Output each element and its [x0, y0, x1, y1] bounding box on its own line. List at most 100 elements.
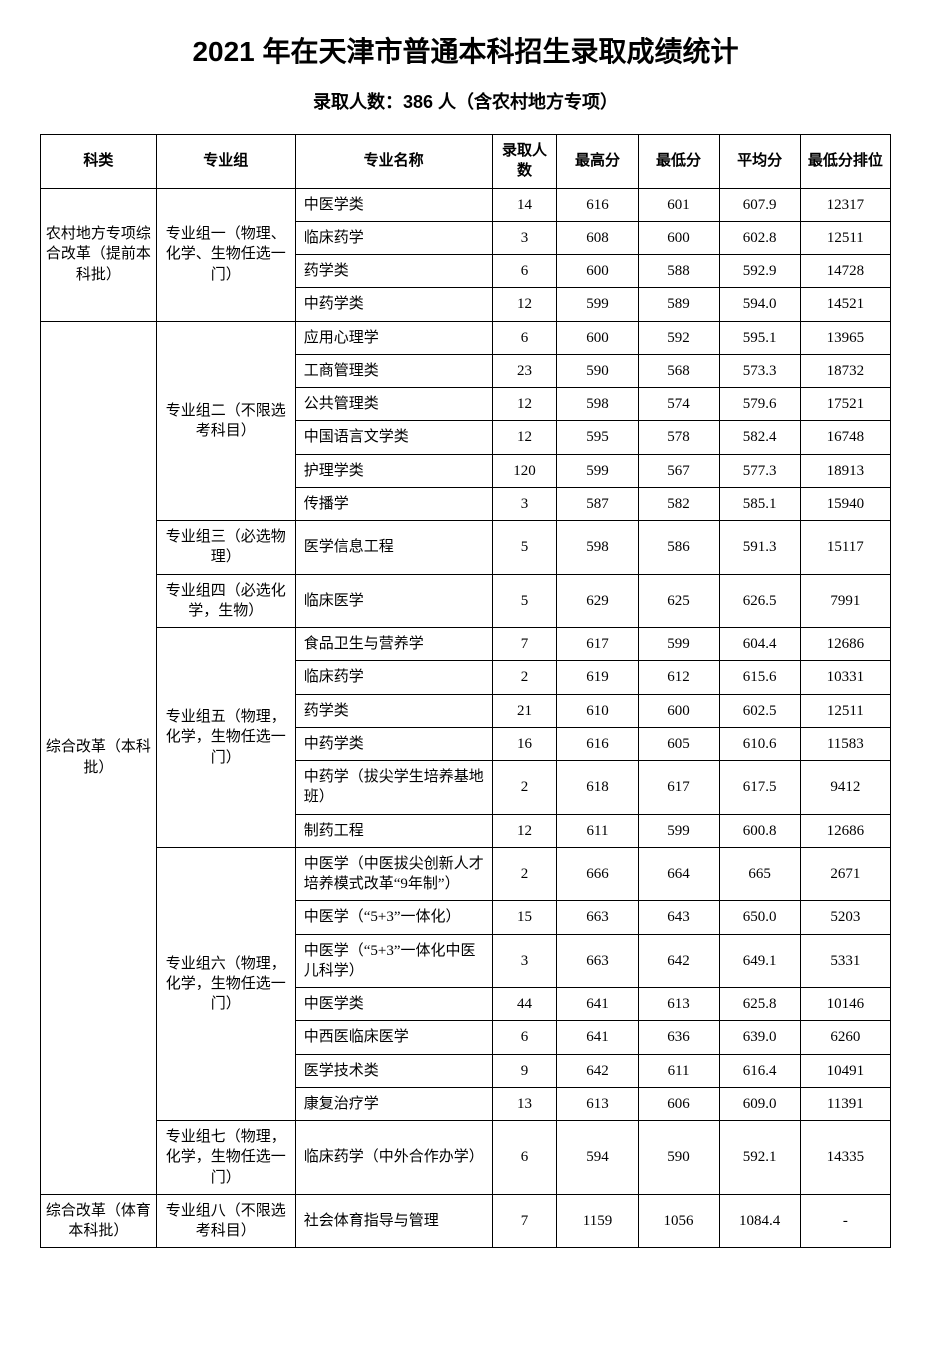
- cell-rank: 15940: [800, 487, 890, 520]
- cell-min: 625: [638, 574, 719, 628]
- cell-count: 2: [492, 761, 557, 815]
- cell-count: 2: [492, 661, 557, 694]
- cell-major: 中医学类: [295, 988, 492, 1021]
- cell-avg: 602.5: [719, 694, 800, 727]
- cell-max: 641: [557, 1021, 638, 1054]
- cell-avg: 579.6: [719, 388, 800, 421]
- col-count: 录取人数: [492, 135, 557, 189]
- cell-min: 636: [638, 1021, 719, 1054]
- cell-avg: 604.4: [719, 628, 800, 661]
- cell-min: 589: [638, 288, 719, 321]
- cell-group: 专业组五（物理，化学，生物任选一门）: [156, 628, 295, 848]
- cell-max: 616: [557, 188, 638, 221]
- cell-group: 专业组六（物理，化学，生物任选一门）: [156, 847, 295, 1120]
- cell-rank: 12686: [800, 628, 890, 661]
- cell-count: 12: [492, 814, 557, 847]
- cell-rank: 13965: [800, 321, 890, 354]
- cell-min: 643: [638, 901, 719, 934]
- cell-max: 595: [557, 421, 638, 454]
- cell-max: 598: [557, 388, 638, 421]
- cell-major: 中药学类: [295, 727, 492, 760]
- cell-max: 600: [557, 321, 638, 354]
- cell-min: 567: [638, 454, 719, 487]
- cell-avg: 615.6: [719, 661, 800, 694]
- table-row: 专业组四（必选化学，生物）临床医学5629625626.57991: [41, 574, 891, 628]
- cell-min: 568: [638, 354, 719, 387]
- cell-max: 587: [557, 487, 638, 520]
- cell-count: 23: [492, 354, 557, 387]
- cell-major: 护理学类: [295, 454, 492, 487]
- cell-count: 7: [492, 1194, 557, 1248]
- table-header-row: 科类 专业组 专业名称 录取人数 最高分 最低分 平均分 最低分排位: [41, 135, 891, 189]
- cell-count: 5: [492, 574, 557, 628]
- cell-min: 600: [638, 694, 719, 727]
- cell-count: 5: [492, 521, 557, 575]
- cell-avg: 1084.4: [719, 1194, 800, 1248]
- cell-count: 12: [492, 288, 557, 321]
- cell-avg: 639.0: [719, 1021, 800, 1054]
- cell-count: 9: [492, 1054, 557, 1087]
- cell-rank: 11391: [800, 1087, 890, 1120]
- cell-rank: 2671: [800, 847, 890, 901]
- cell-rank: 14521: [800, 288, 890, 321]
- cell-max: 600: [557, 255, 638, 288]
- cell-rank: 12511: [800, 221, 890, 254]
- cell-avg: 577.3: [719, 454, 800, 487]
- col-min: 最低分: [638, 135, 719, 189]
- cell-min: 582: [638, 487, 719, 520]
- cell-rank: 10491: [800, 1054, 890, 1087]
- admissions-table: 科类 专业组 专业名称 录取人数 最高分 最低分 平均分 最低分排位 农村地方专…: [40, 134, 891, 1248]
- cell-major: 康复治疗学: [295, 1087, 492, 1120]
- cell-avg: 592.1: [719, 1121, 800, 1195]
- cell-count: 44: [492, 988, 557, 1021]
- cell-group: 专业组七（物理，化学，生物任选一门）: [156, 1121, 295, 1195]
- cell-max: 663: [557, 934, 638, 988]
- cell-rank: 5331: [800, 934, 890, 988]
- cell-count: 120: [492, 454, 557, 487]
- cell-rank: 9412: [800, 761, 890, 815]
- cell-avg: 591.3: [719, 521, 800, 575]
- cell-major: 制药工程: [295, 814, 492, 847]
- col-max: 最高分: [557, 135, 638, 189]
- table-row: 专业组三（必选物理）医学信息工程5598586591.315117: [41, 521, 891, 575]
- cell-min: 617: [638, 761, 719, 815]
- cell-min: 599: [638, 628, 719, 661]
- cell-avg: 582.4: [719, 421, 800, 454]
- table-row: 农村地方专项综合改革（提前本科批）专业组一（物理、化学、生物任选一门）中医学类1…: [41, 188, 891, 221]
- cell-major: 临床药学（中外合作办学）: [295, 1121, 492, 1195]
- col-rank: 最低分排位: [800, 135, 890, 189]
- cell-min: 664: [638, 847, 719, 901]
- cell-count: 14: [492, 188, 557, 221]
- cell-min: 605: [638, 727, 719, 760]
- cell-rank: 12686: [800, 814, 890, 847]
- cell-max: 598: [557, 521, 638, 575]
- cell-major: 医学技术类: [295, 1054, 492, 1087]
- cell-max: 613: [557, 1087, 638, 1120]
- cell-count: 3: [492, 934, 557, 988]
- cell-rank: 18913: [800, 454, 890, 487]
- cell-max: 608: [557, 221, 638, 254]
- cell-max: 599: [557, 288, 638, 321]
- cell-rank: 7991: [800, 574, 890, 628]
- cell-count: 12: [492, 421, 557, 454]
- cell-count: 15: [492, 901, 557, 934]
- cell-major: 工商管理类: [295, 354, 492, 387]
- cell-count: 6: [492, 1121, 557, 1195]
- cell-min: 642: [638, 934, 719, 988]
- page-title: 2021 年在天津市普通本科招生录取成绩统计: [40, 30, 891, 70]
- cell-count: 3: [492, 487, 557, 520]
- cell-avg: 602.8: [719, 221, 800, 254]
- cell-min: 590: [638, 1121, 719, 1195]
- cell-min: 599: [638, 814, 719, 847]
- cell-rank: 17521: [800, 388, 890, 421]
- cell-min: 592: [638, 321, 719, 354]
- cell-avg: 594.0: [719, 288, 800, 321]
- cell-rank: 10146: [800, 988, 890, 1021]
- cell-min: 601: [638, 188, 719, 221]
- table-row: 专业组五（物理，化学，生物任选一门）食品卫生与营养学7617599604.412…: [41, 628, 891, 661]
- cell-avg: 650.0: [719, 901, 800, 934]
- cell-group: 专业组三（必选物理）: [156, 521, 295, 575]
- cell-avg: 609.0: [719, 1087, 800, 1120]
- cell-group: 专业组八（不限选考科目）: [156, 1194, 295, 1248]
- cell-major: 临床医学: [295, 574, 492, 628]
